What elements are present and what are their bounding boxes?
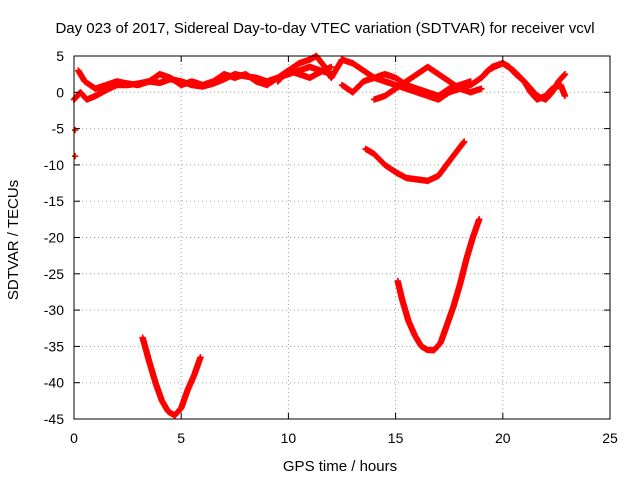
x-tick-label: 15 (388, 430, 404, 446)
y-tick-label: -40 (44, 375, 64, 391)
series-isolated (71, 126, 79, 160)
x-tick-label: 5 (177, 430, 185, 446)
x-axis-label: GPS time / hours (283, 458, 397, 475)
y-tick-label: -20 (44, 230, 64, 246)
chart-title: Day 023 of 2017, Sidereal Day-to-day VTE… (55, 20, 594, 37)
data-point (71, 152, 79, 160)
data-point (476, 216, 483, 223)
grid (74, 56, 610, 419)
data-point (328, 63, 335, 71)
ticks: 0 5 10 15 20 25 5 0 -5 -10 -15 -20 -25 -30 -35 -40 -45 (44, 48, 618, 446)
series-band-d (338, 70, 474, 100)
y-tick-label: -15 (44, 193, 64, 209)
data-point (561, 70, 569, 78)
y-axis-label: SDTVAR / TECUs (5, 180, 22, 300)
y-tick-label: -30 (44, 302, 64, 318)
y-tick-label: -5 (52, 121, 65, 137)
y-tick-label: -10 (44, 157, 64, 173)
series-arc-35 (394, 216, 483, 354)
series-band-g (478, 60, 569, 103)
y-tick-label: -45 (44, 411, 64, 427)
x-tick-label: 20 (495, 430, 511, 446)
series-arc-10 (362, 138, 468, 185)
y-tick-label: -35 (44, 338, 64, 354)
y-tick-label: 0 (56, 84, 64, 100)
data-series (70, 52, 569, 419)
data-point (561, 92, 569, 100)
x-tick-label: 0 (70, 430, 78, 446)
series-arc-45 (139, 334, 204, 419)
series-band-b (75, 63, 335, 92)
y-tick-label: -25 (44, 266, 64, 282)
x-tick-label: 10 (281, 430, 297, 446)
data-point (478, 85, 485, 92)
data-point (197, 354, 204, 361)
y-tick-label: 5 (56, 48, 64, 64)
data-point (71, 126, 79, 134)
data-point (461, 138, 468, 145)
x-tick-label: 25 (602, 430, 618, 446)
